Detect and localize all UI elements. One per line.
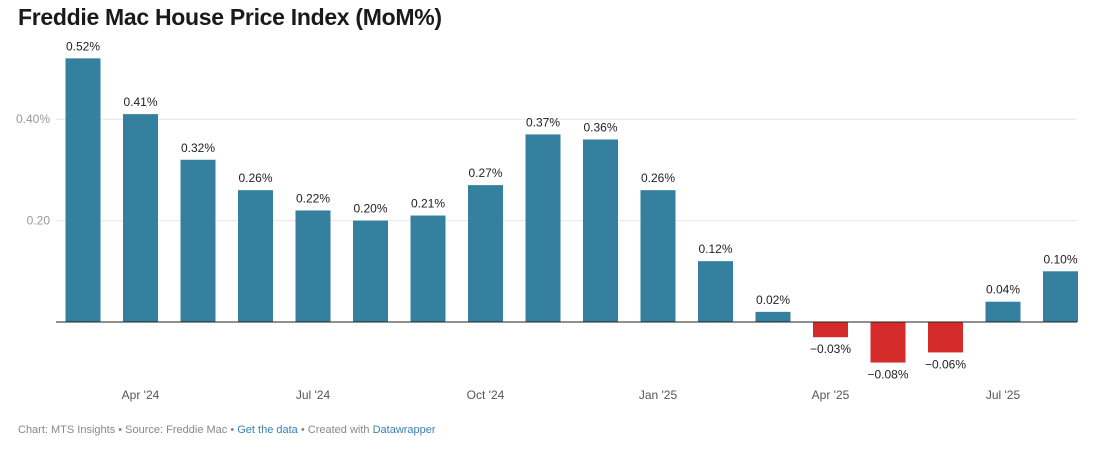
x-tick-label: Jan '25 bbox=[639, 388, 678, 402]
bar bbox=[180, 159, 216, 322]
bar bbox=[468, 185, 503, 322]
x-tick-label: Apr '25 bbox=[812, 388, 850, 402]
data-label: 0.21% bbox=[411, 197, 445, 211]
bar bbox=[410, 215, 446, 322]
data-label: −0.03% bbox=[810, 342, 851, 356]
bar bbox=[813, 322, 848, 338]
bar bbox=[1043, 271, 1078, 322]
data-label: 0.26% bbox=[641, 171, 675, 185]
y-axis: 0.20 0.40% bbox=[16, 112, 50, 227]
gridlines bbox=[56, 118, 1077, 222]
data-label: 0.27% bbox=[468, 166, 502, 180]
data-label: 0.04% bbox=[986, 283, 1020, 297]
bar bbox=[870, 322, 906, 363]
x-tick-label: Oct '24 bbox=[467, 388, 505, 402]
chart-footer: Chart: MTS Insights • Source: Freddie Ma… bbox=[18, 424, 436, 436]
x-tick-label: Apr '24 bbox=[122, 388, 160, 402]
x-tick-label: Jul '25 bbox=[986, 388, 1021, 402]
chart-title: Freddie Mac House Price Index (MoM%) bbox=[18, 4, 442, 30]
chart-source: Source: Freddie Mac bbox=[125, 424, 228, 436]
chart-credit: Chart: MTS Insights bbox=[18, 424, 116, 436]
data-label: 0.32% bbox=[181, 141, 215, 155]
data-label: 0.26% bbox=[238, 171, 272, 185]
y-tick-label: 0.40% bbox=[16, 112, 50, 126]
bar bbox=[353, 220, 388, 322]
bar bbox=[698, 261, 733, 322]
data-label: 0.22% bbox=[296, 191, 330, 205]
data-label: 0.10% bbox=[1043, 252, 1077, 266]
data-label: 0.37% bbox=[526, 115, 560, 129]
bar bbox=[985, 301, 1021, 322]
bar bbox=[238, 190, 273, 322]
data-labels: 0.52% 0.41% 0.32% 0.26% 0.22% 0.20% 0.21% 0.27%… bbox=[66, 39, 1078, 381]
data-label: 0.52% bbox=[66, 39, 100, 53]
bar bbox=[295, 210, 331, 322]
bar bbox=[583, 139, 618, 322]
get-the-data-link[interactable]: Get the data bbox=[237, 424, 298, 436]
data-label: 0.41% bbox=[123, 95, 157, 109]
y-tick-label: 0.20 bbox=[27, 214, 51, 228]
data-label: −0.08% bbox=[867, 368, 908, 382]
x-axis: Apr '24 Jul '24 Oct '24 Jan '25 Apr '25 Jul '… bbox=[122, 388, 1021, 402]
data-label: 0.12% bbox=[698, 242, 732, 256]
bar bbox=[640, 190, 676, 322]
datawrapper-link[interactable]: Datawrapper bbox=[372, 424, 436, 436]
bar-chart: 0.52% 0.41% 0.32% 0.26% 0.22% 0.20% 0.21% 0.27%… bbox=[16, 39, 1078, 402]
x-tick-label: Jul '24 bbox=[296, 388, 331, 402]
data-label: 0.36% bbox=[583, 120, 617, 134]
bar bbox=[928, 322, 963, 353]
bars bbox=[65, 58, 1078, 363]
data-label: 0.02% bbox=[756, 293, 790, 307]
data-label: −0.06% bbox=[925, 357, 966, 371]
bar bbox=[65, 58, 101, 323]
bar bbox=[123, 114, 158, 322]
bar bbox=[525, 134, 561, 322]
created-with-text: Created with bbox=[307, 424, 373, 436]
bar bbox=[755, 311, 791, 322]
data-label: 0.20% bbox=[353, 202, 387, 216]
